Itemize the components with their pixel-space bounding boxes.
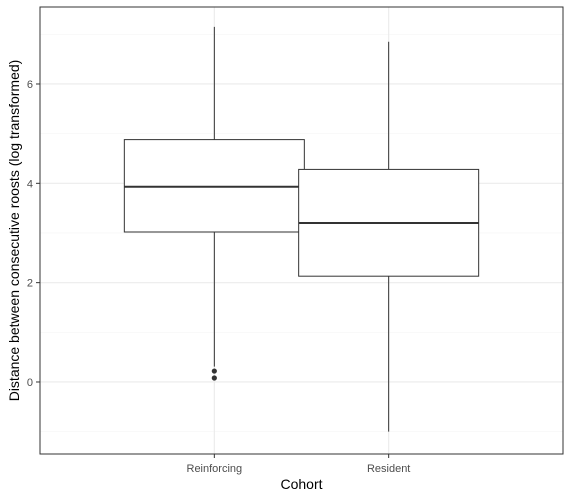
y-tick-label: 4 bbox=[27, 178, 33, 190]
box-group bbox=[298, 41, 480, 432]
x-axis-ticks: Reinforcing Resident bbox=[187, 454, 410, 475]
box-group bbox=[123, 26, 305, 381]
y-tick-label: 0 bbox=[27, 377, 33, 389]
x-tick-label: Resident bbox=[367, 463, 410, 475]
x-axis-title: Cohort bbox=[280, 476, 322, 492]
y-axis-title: Distance between consecutive roosts (log… bbox=[6, 60, 22, 402]
outlier-point bbox=[211, 368, 217, 374]
x-tick-label: Reinforcing bbox=[187, 463, 243, 475]
box-series bbox=[123, 26, 480, 432]
panel-border bbox=[39, 6, 564, 455]
y-tick-label: 2 bbox=[27, 278, 33, 290]
y-axis-ticks: 0 2 4 6 bbox=[27, 79, 40, 389]
y-tick-label: 6 bbox=[27, 79, 33, 91]
outlier-point bbox=[211, 375, 217, 381]
